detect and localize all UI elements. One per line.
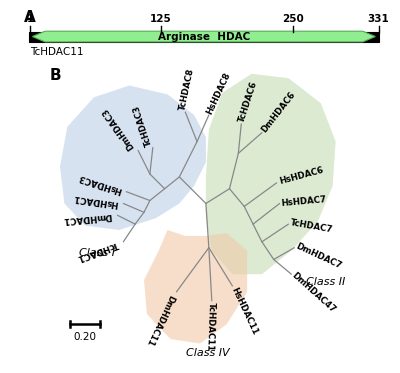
- Text: HsHDAC7: HsHDAC7: [281, 195, 327, 208]
- FancyBboxPatch shape: [29, 32, 378, 42]
- Text: DmHDAC1: DmHDAC1: [62, 211, 112, 224]
- Text: TcHDAC6: TcHDAC6: [237, 80, 259, 124]
- Text: A: A: [24, 10, 36, 25]
- Text: Class IV: Class IV: [186, 348, 229, 358]
- Polygon shape: [206, 74, 336, 274]
- Text: 0.20: 0.20: [74, 332, 96, 342]
- Text: TcHDAC11: TcHDAC11: [30, 47, 84, 57]
- Text: 331: 331: [368, 14, 389, 24]
- Text: DmHDAC6: DmHDAC6: [260, 90, 297, 134]
- Text: Arginase  HDAC: Arginase HDAC: [158, 32, 250, 41]
- Text: HsHDAC1: HsHDAC1: [72, 193, 118, 208]
- Text: TcHDAC11: TcHDAC11: [206, 302, 216, 351]
- Text: DmHDAC3: DmHDAC3: [100, 106, 136, 151]
- Text: Class I: Class I: [79, 248, 115, 258]
- Polygon shape: [60, 85, 206, 230]
- Text: HsHDAC8: HsHDAC8: [205, 70, 232, 115]
- Polygon shape: [144, 230, 247, 344]
- Text: HsHDAC3: HsHDAC3: [77, 172, 123, 194]
- Text: DmHDAC47: DmHDAC47: [290, 271, 337, 315]
- Text: DmHDAC7: DmHDAC7: [294, 242, 342, 271]
- Text: TcHDAC8: TcHDAC8: [178, 68, 196, 112]
- Text: B: B: [50, 68, 61, 83]
- Text: HsHDAC6: HsHDAC6: [278, 165, 325, 186]
- Text: 250: 250: [282, 14, 304, 24]
- Text: HsHDAC11: HsHDAC11: [230, 286, 260, 336]
- Text: DmHDAC11: DmHDAC11: [144, 293, 176, 347]
- Text: TcHDAC7: TcHDAC7: [289, 218, 333, 235]
- Text: Class II: Class II: [306, 277, 345, 287]
- Text: 125: 125: [150, 14, 172, 24]
- Text: TcHDAC3: TcHDAC3: [132, 104, 154, 147]
- Polygon shape: [32, 31, 375, 42]
- Text: TcHDAC1: TcHDAC1: [75, 239, 119, 262]
- Text: 1: 1: [27, 14, 34, 24]
